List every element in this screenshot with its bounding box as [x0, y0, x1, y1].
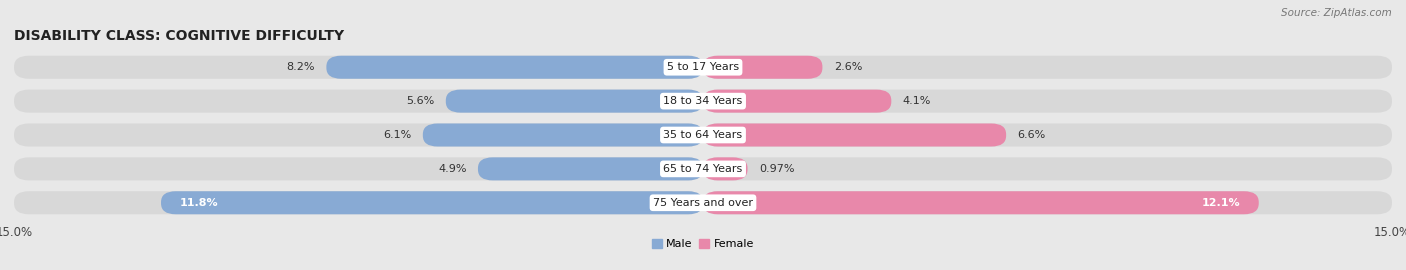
Text: 6.1%: 6.1%: [382, 130, 412, 140]
FancyBboxPatch shape: [326, 56, 703, 79]
FancyBboxPatch shape: [703, 56, 823, 79]
FancyBboxPatch shape: [14, 56, 703, 79]
Text: 5.6%: 5.6%: [406, 96, 434, 106]
Text: 4.9%: 4.9%: [437, 164, 467, 174]
FancyBboxPatch shape: [703, 90, 1392, 113]
Text: 75 Years and over: 75 Years and over: [652, 198, 754, 208]
Text: 11.8%: 11.8%: [180, 198, 218, 208]
Text: 8.2%: 8.2%: [287, 62, 315, 72]
FancyBboxPatch shape: [14, 157, 703, 180]
Text: 35 to 64 Years: 35 to 64 Years: [664, 130, 742, 140]
Text: 4.1%: 4.1%: [903, 96, 931, 106]
FancyBboxPatch shape: [703, 90, 891, 113]
Text: Source: ZipAtlas.com: Source: ZipAtlas.com: [1281, 8, 1392, 18]
Text: DISABILITY CLASS: COGNITIVE DIFFICULTY: DISABILITY CLASS: COGNITIVE DIFFICULTY: [14, 29, 344, 43]
FancyBboxPatch shape: [703, 157, 748, 180]
Text: 65 to 74 Years: 65 to 74 Years: [664, 164, 742, 174]
FancyBboxPatch shape: [703, 191, 1392, 214]
FancyBboxPatch shape: [446, 90, 703, 113]
Text: 6.6%: 6.6%: [1018, 130, 1046, 140]
FancyBboxPatch shape: [423, 123, 703, 147]
FancyBboxPatch shape: [703, 56, 1392, 79]
FancyBboxPatch shape: [14, 90, 703, 113]
Text: 18 to 34 Years: 18 to 34 Years: [664, 96, 742, 106]
Text: 12.1%: 12.1%: [1202, 198, 1240, 208]
FancyBboxPatch shape: [703, 123, 1007, 147]
FancyBboxPatch shape: [14, 191, 703, 214]
FancyBboxPatch shape: [162, 191, 703, 214]
FancyBboxPatch shape: [703, 123, 1392, 147]
FancyBboxPatch shape: [703, 191, 1258, 214]
FancyBboxPatch shape: [14, 123, 703, 147]
FancyBboxPatch shape: [703, 157, 1392, 180]
FancyBboxPatch shape: [478, 157, 703, 180]
Text: 5 to 17 Years: 5 to 17 Years: [666, 62, 740, 72]
Text: 2.6%: 2.6%: [834, 62, 862, 72]
Text: 0.97%: 0.97%: [759, 164, 794, 174]
Legend: Male, Female: Male, Female: [647, 235, 759, 254]
